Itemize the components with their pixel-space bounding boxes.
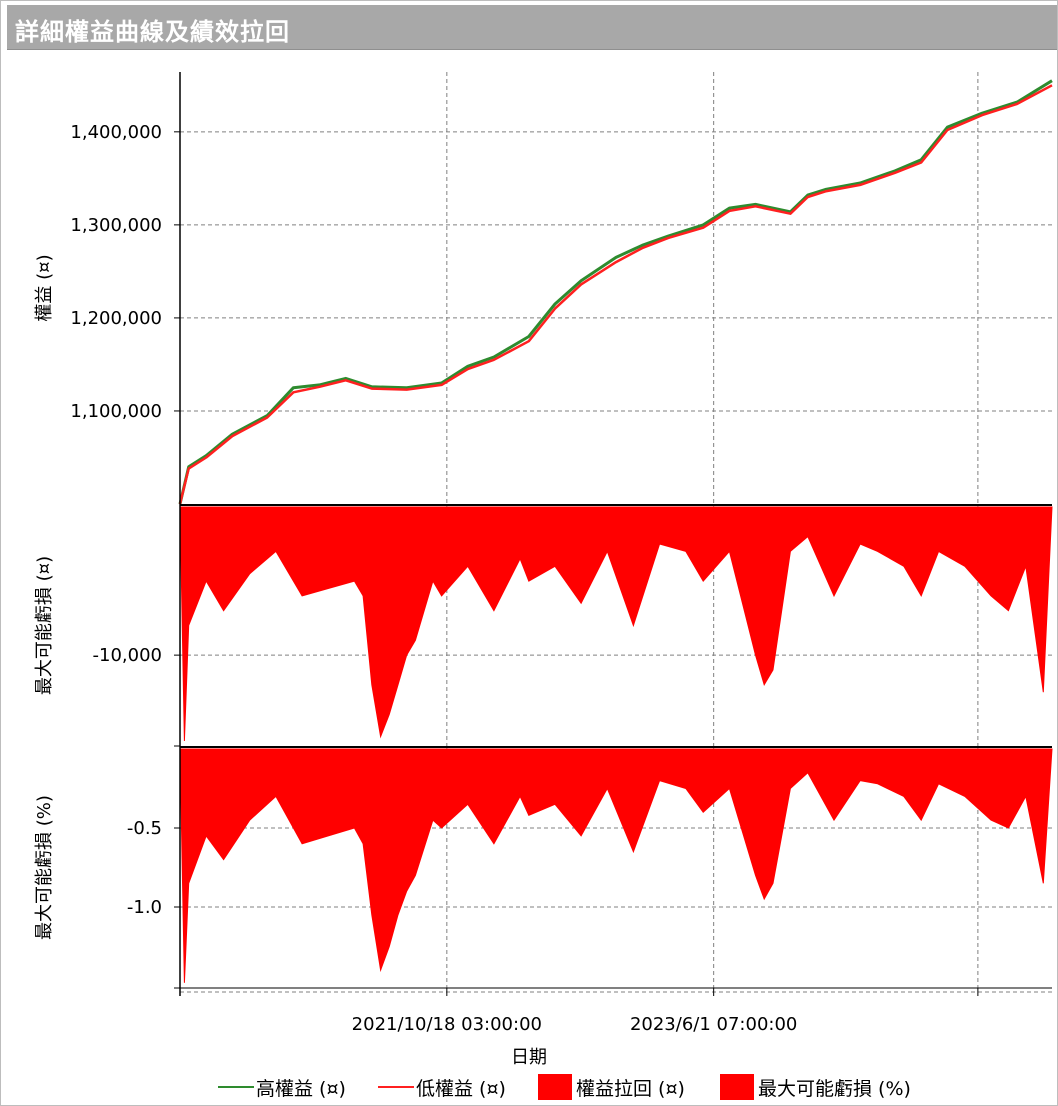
x-tick-label: 2021/10/18 03:00:00 xyxy=(352,1014,542,1035)
equity-drawdown-chart: 1,100,000 1,200,000 1,300,000 1,400,000 權益 (… xyxy=(34,72,1053,1068)
label-layer: 1,100,000 1,200,000 1,300,000 1,400,000 權益 (… xyxy=(34,122,797,1068)
legend-item-high-equity: 高權益 (¤) xyxy=(218,1072,346,1102)
legend-item-low-equity: 低權益 (¤) xyxy=(378,1072,506,1102)
title-bar: 詳細權益曲線及績效拉回 xyxy=(7,5,1057,50)
axis-layer xyxy=(174,72,1052,996)
legend-label-high-equity: 高權益 (¤) xyxy=(256,1077,346,1100)
series-high-equity xyxy=(178,79,1053,505)
legend-swatch-low-equity xyxy=(378,1086,414,1088)
y-axis-label-max-loss-pct: 最大可能虧損 (%) xyxy=(34,795,55,940)
y-tick-label: 1,400,000 xyxy=(70,122,162,143)
y-tick-label: 1,200,000 xyxy=(70,308,162,329)
y-tick-label: -1.0 xyxy=(127,897,162,918)
series-low-equity xyxy=(178,84,1053,505)
x-tick-label: 2023/6/1 07:00:00 xyxy=(630,1014,797,1035)
legend-label-low-equity: 低權益 (¤) xyxy=(416,1077,506,1100)
y-axis-label-max-loss: 最大可能虧損 (¤) xyxy=(34,556,55,695)
legend: 高權益 (¤) 低權益 (¤) 權益拉回 (¤) 最大可能虧損 (%) xyxy=(0,1072,1058,1102)
legend-item-equity-drawdown: 權益拉回 (¤) xyxy=(538,1072,685,1102)
legend-swatch-high-equity xyxy=(218,1086,254,1088)
legend-swatch-max-loss-pct xyxy=(720,1074,754,1100)
window-title: 詳細權益曲線及績效拉回 xyxy=(15,18,290,46)
data-layer xyxy=(178,79,1053,983)
x-axis-label: 日期 xyxy=(511,1047,547,1068)
y-tick-label: 1,100,000 xyxy=(70,401,162,422)
y-tick-label: -0.5 xyxy=(127,818,162,839)
legend-item-max-loss-pct: 最大可能虧損 (%) xyxy=(720,1072,911,1102)
legend-swatch-equity-drawdown xyxy=(538,1074,572,1100)
legend-label-max-loss-pct: 最大可能虧損 (%) xyxy=(758,1077,911,1100)
y-tick-label: 1,300,000 xyxy=(70,215,162,236)
y-axis-label-equity: 權益 (¤) xyxy=(34,254,55,321)
legend-label-equity-drawdown: 權益拉回 (¤) xyxy=(576,1077,685,1100)
y-tick-label: -10,000 xyxy=(93,645,162,666)
grid-layer xyxy=(180,72,1052,993)
series-max-loss-pct xyxy=(179,748,1053,983)
series-equity-drawdown xyxy=(179,506,1053,742)
